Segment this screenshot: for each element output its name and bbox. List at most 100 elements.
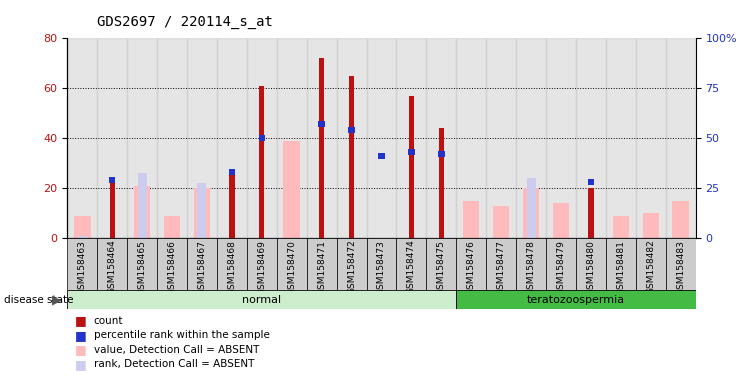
Text: GSM158479: GSM158479 <box>557 240 565 295</box>
Text: GSM158482: GSM158482 <box>646 240 655 295</box>
Bar <box>666 238 696 290</box>
Text: GSM158465: GSM158465 <box>138 240 147 295</box>
Bar <box>97 38 127 238</box>
Bar <box>127 238 157 290</box>
Bar <box>588 179 594 185</box>
Bar <box>307 38 337 238</box>
Text: GSM158469: GSM158469 <box>257 240 266 295</box>
Bar <box>197 183 206 238</box>
Text: GSM158476: GSM158476 <box>467 240 476 295</box>
Bar <box>337 238 367 290</box>
Text: GSM158481: GSM158481 <box>616 240 625 295</box>
Bar <box>378 153 384 159</box>
Text: GSM158480: GSM158480 <box>586 240 595 295</box>
Bar <box>426 38 456 238</box>
Text: GSM158471: GSM158471 <box>317 240 326 295</box>
Bar <box>516 238 546 290</box>
Bar <box>527 178 536 238</box>
Bar <box>576 38 606 238</box>
Text: GSM158473: GSM158473 <box>377 240 386 295</box>
Bar <box>134 186 150 238</box>
Bar <box>396 238 426 290</box>
Bar <box>247 238 277 290</box>
Bar <box>613 216 629 238</box>
Text: GSM158474: GSM158474 <box>407 240 416 295</box>
Bar <box>606 238 636 290</box>
Bar <box>456 290 696 309</box>
Bar <box>67 290 456 309</box>
Text: normal: normal <box>242 295 281 305</box>
Bar <box>493 206 509 238</box>
Bar <box>229 170 235 238</box>
Text: GSM158475: GSM158475 <box>437 240 446 295</box>
Bar <box>486 238 516 290</box>
Bar <box>643 213 659 238</box>
Bar <box>516 38 546 238</box>
Bar <box>456 238 486 290</box>
Bar <box>74 216 91 238</box>
Bar <box>553 203 569 238</box>
Bar <box>229 169 235 175</box>
Bar <box>349 127 355 133</box>
Bar <box>636 38 666 238</box>
Bar <box>127 38 157 238</box>
Text: GDS2697 / 220114_s_at: GDS2697 / 220114_s_at <box>97 15 273 29</box>
Text: ■: ■ <box>75 314 87 327</box>
Bar <box>187 38 217 238</box>
Bar <box>576 238 606 290</box>
Bar <box>636 238 666 290</box>
Bar <box>546 238 576 290</box>
Bar <box>463 200 479 238</box>
Text: rank, Detection Call = ABSENT: rank, Detection Call = ABSENT <box>94 359 254 369</box>
Bar <box>164 216 180 238</box>
Bar <box>109 177 115 183</box>
Bar <box>97 238 127 290</box>
Bar <box>247 38 277 238</box>
Bar <box>138 173 147 238</box>
Text: count: count <box>94 316 123 326</box>
Bar <box>349 76 355 238</box>
Text: GSM158467: GSM158467 <box>197 240 206 295</box>
Bar <box>67 38 97 238</box>
Bar <box>259 86 265 238</box>
Bar <box>217 38 247 238</box>
Bar <box>438 151 444 157</box>
Bar <box>109 178 115 238</box>
Bar <box>456 38 486 238</box>
Text: GSM158478: GSM158478 <box>527 240 536 295</box>
Bar <box>283 141 300 238</box>
Bar <box>307 238 337 290</box>
Bar <box>67 238 97 290</box>
Bar <box>666 38 696 238</box>
Bar <box>337 38 367 238</box>
Bar <box>157 238 187 290</box>
Bar <box>277 238 307 290</box>
Text: percentile rank within the sample: percentile rank within the sample <box>94 330 269 340</box>
Bar <box>672 200 689 238</box>
Bar <box>277 38 307 238</box>
Text: GSM158464: GSM158464 <box>108 240 117 295</box>
Text: ▶: ▶ <box>52 293 61 306</box>
Bar <box>194 188 210 238</box>
Bar <box>486 38 516 238</box>
Bar <box>319 121 325 127</box>
Bar <box>217 238 247 290</box>
Text: ■: ■ <box>75 358 87 371</box>
Text: GSM158483: GSM158483 <box>676 240 685 295</box>
Bar <box>546 38 576 238</box>
Text: ■: ■ <box>75 343 87 356</box>
Bar <box>438 128 444 238</box>
Text: GSM158466: GSM158466 <box>168 240 177 295</box>
Text: GSM158463: GSM158463 <box>78 240 87 295</box>
Bar <box>588 188 594 238</box>
Text: ■: ■ <box>75 329 87 342</box>
Bar <box>367 238 396 290</box>
Text: GSM158477: GSM158477 <box>497 240 506 295</box>
Text: teratozoospermia: teratozoospermia <box>527 295 625 305</box>
Bar <box>157 38 187 238</box>
Text: GSM158468: GSM158468 <box>227 240 236 295</box>
Text: disease state: disease state <box>4 295 73 305</box>
Bar <box>367 38 396 238</box>
Text: value, Detection Call = ABSENT: value, Detection Call = ABSENT <box>94 345 259 355</box>
Bar <box>187 238 217 290</box>
